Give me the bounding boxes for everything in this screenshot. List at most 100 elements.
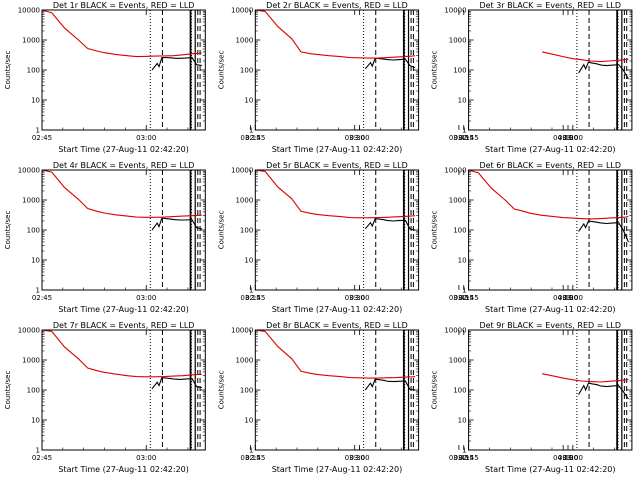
y-tick-label: 10000 xyxy=(444,167,466,175)
x-tick-label: 02:45 xyxy=(32,454,52,462)
chart-panel-3: Det 3r BLACK = Events, RED = LLD Counts/s… xyxy=(431,1,633,154)
x-tick-label: 02:45 xyxy=(459,294,479,302)
events-series-line xyxy=(364,378,416,391)
y-tick-label: 10000 xyxy=(18,167,40,175)
x-tick-label: 03:15 xyxy=(240,134,260,142)
x-tick-label: 02:45 xyxy=(459,134,479,142)
chart-panel-4: Det 4r BLACK = Events, RED = LLD Counts/s… xyxy=(4,161,573,314)
x-tick-label: 04:00 xyxy=(553,134,573,142)
chart-title: Det 9r BLACK = Events, RED = LLD xyxy=(479,321,621,330)
y-tick-label: 1000 xyxy=(235,357,253,365)
events-series-line xyxy=(151,57,202,71)
y-axis-label: Counts/sec xyxy=(217,371,225,410)
y-tick-label: 10000 xyxy=(444,327,466,335)
plot-frame xyxy=(254,169,420,291)
x-tick-label: 04:00 xyxy=(553,294,573,302)
y-tick-label: 10000 xyxy=(444,7,466,15)
x-tick-label: 03:45 xyxy=(449,454,469,462)
x-tick-label: 03:00 xyxy=(349,134,369,142)
y-tick-label: 1000 xyxy=(449,357,467,365)
chart-panel-9: Det 9r BLACK = Events, RED = LLD Counts/s… xyxy=(431,321,633,474)
lld-series-line xyxy=(541,373,629,383)
y-tick-label: 10 xyxy=(458,257,467,265)
x-tick-label: 02:45 xyxy=(459,454,479,462)
lld-series-line xyxy=(541,51,629,63)
x-tick-label: 03:30 xyxy=(345,134,365,142)
plot-frame xyxy=(468,329,633,451)
y-tick-label: 100 xyxy=(240,67,253,75)
chart-title: Det 3r BLACK = Events, RED = LLD xyxy=(479,1,621,10)
x-tick-label: 03:45 xyxy=(449,134,469,142)
y-tick-label: 100 xyxy=(240,227,253,235)
events-series-line xyxy=(578,61,629,80)
y-tick-label: 1000 xyxy=(22,357,40,365)
y-tick-label: 100 xyxy=(453,387,466,395)
plot-frame xyxy=(41,9,206,131)
x-tick-label: 03:30 xyxy=(558,294,578,302)
x-axis-label: Start Time (27-Aug-11 02:42:20) xyxy=(485,305,616,314)
y-tick-label: 10 xyxy=(458,97,467,105)
x-tick-label: 04:00 xyxy=(553,454,573,462)
y-tick-label: 1 xyxy=(462,287,466,295)
x-tick-label: 03:00 xyxy=(349,294,369,302)
plot-frame xyxy=(41,329,206,451)
lld-series-line xyxy=(255,329,416,379)
chart-title: Det 7r BLACK = Events, RED = LLD xyxy=(53,321,195,330)
x-tick-label: 03:45 xyxy=(449,294,469,302)
events-series-line xyxy=(578,382,629,400)
y-tick-label: 10000 xyxy=(231,7,253,15)
x-axis-label: Start Time (27-Aug-11 02:42:20) xyxy=(485,145,616,154)
chart-title: Det 4r BLACK = Events, RED = LLD xyxy=(53,161,195,170)
x-axis-label: Start Time (27-Aug-11 02:42:20) xyxy=(272,305,403,314)
y-tick-label: 1000 xyxy=(449,37,467,45)
events-series-line xyxy=(364,57,416,70)
chart-title: Det 2r BLACK = Events, RED = LLD xyxy=(266,1,408,10)
y-tick-label: 100 xyxy=(27,67,40,75)
y-tick-label: 1 xyxy=(462,447,466,455)
plot-frame xyxy=(468,169,633,291)
x-tick-label: 03:30 xyxy=(558,134,578,142)
y-axis-label: Counts/sec xyxy=(4,211,12,250)
plot-frame xyxy=(254,329,420,451)
x-tick-label: 02:45 xyxy=(245,134,265,142)
y-tick-label: 1 xyxy=(462,127,466,135)
y-tick-label: 10 xyxy=(244,257,253,265)
x-tick-label: 02:45 xyxy=(245,454,265,462)
chart-panel-8: Det 8r BLACK = Events, RED = LLD Counts/s… xyxy=(217,321,578,474)
x-tick-label: 03:00 xyxy=(136,454,156,462)
x-tick-label: 03:15 xyxy=(240,454,260,462)
y-tick-label: 1 xyxy=(36,127,40,135)
y-tick-label: 1000 xyxy=(235,37,253,45)
y-tick-label: 1 xyxy=(249,447,253,455)
x-tick-label: 02:45 xyxy=(32,134,52,142)
chart-panel-2: Det 2r BLACK = Events, RED = LLD Counts/s… xyxy=(217,1,578,154)
x-axis-label: Start Time (27-Aug-11 02:42:20) xyxy=(58,145,189,154)
y-tick-label: 10 xyxy=(244,417,253,425)
lld-series-line xyxy=(41,169,202,218)
lld-series-line xyxy=(255,9,416,59)
x-tick-label: 03:00 xyxy=(349,454,369,462)
y-tick-label: 10000 xyxy=(231,167,253,175)
y-tick-label: 10 xyxy=(31,97,40,105)
y-tick-label: 10000 xyxy=(18,7,40,15)
x-tick-label: 03:15 xyxy=(454,294,474,302)
chart-title: Det 1r BLACK = Events, RED = LLD xyxy=(53,1,195,10)
y-axis-label: Counts/sec xyxy=(4,371,12,410)
x-tick-label: 03:30 xyxy=(345,294,365,302)
y-tick-label: 10 xyxy=(31,257,40,265)
events-series-line xyxy=(364,218,416,231)
y-tick-label: 10000 xyxy=(18,327,40,335)
chart-panel-5: Det 5r BLACK = Events, RED = LLD Counts/s… xyxy=(217,161,578,314)
x-axis-label: Start Time (27-Aug-11 02:42:20) xyxy=(485,465,616,474)
chart-title: Det 5r BLACK = Events, RED = LLD xyxy=(266,161,408,170)
y-tick-label: 100 xyxy=(240,387,253,395)
x-tick-label: 03:15 xyxy=(454,134,474,142)
y-tick-label: 1000 xyxy=(235,197,253,205)
lld-series-line xyxy=(41,329,202,378)
y-tick-label: 10000 xyxy=(231,327,253,335)
lld-series-line xyxy=(468,169,629,220)
y-tick-label: 10 xyxy=(244,97,253,105)
plot-frame xyxy=(468,9,633,131)
